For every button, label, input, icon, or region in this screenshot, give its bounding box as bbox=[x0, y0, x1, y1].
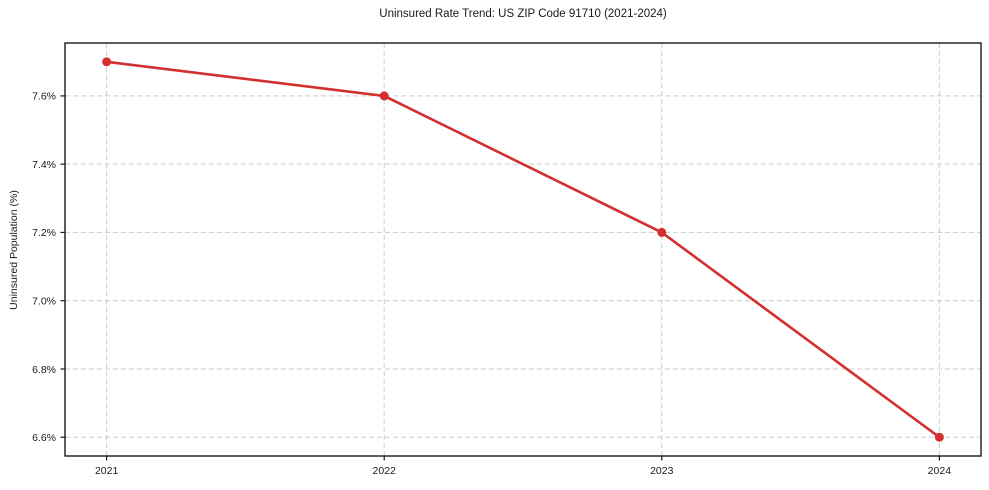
x-axis-tick-label: 2022 bbox=[373, 465, 397, 477]
y-axis-tick-label: 7.4% bbox=[32, 159, 56, 171]
y-axis-tick-label: 6.8% bbox=[32, 364, 56, 376]
y-axis-tick-label: 6.6% bbox=[32, 432, 56, 444]
y-axis-tick-label: 7.6% bbox=[32, 91, 56, 103]
data-point-marker bbox=[379, 91, 389, 101]
chart-title: Uninsured Rate Trend: US ZIP Code 91710 … bbox=[379, 8, 667, 20]
y-axis-tick-label: 7.0% bbox=[32, 295, 56, 307]
trend-line bbox=[105, 60, 941, 439]
plot-border bbox=[64, 42, 982, 457]
y-axis-tick-label: 7.2% bbox=[32, 227, 56, 239]
data-point-marker bbox=[102, 57, 112, 67]
x-axis-tick-label: 2021 bbox=[95, 465, 119, 477]
data-point-marker bbox=[657, 227, 667, 237]
x-axis-tick-label: 2024 bbox=[928, 465, 952, 477]
x-axis-tick-label: 2023 bbox=[650, 465, 674, 477]
data-point-marker bbox=[934, 432, 944, 442]
